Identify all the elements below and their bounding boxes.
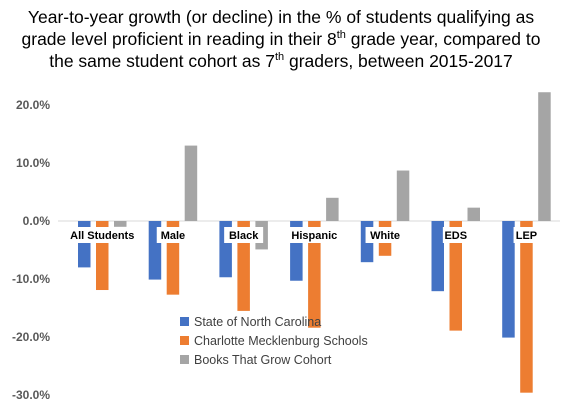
bar-btg-0 (114, 221, 127, 227)
category-label: Hispanic (291, 230, 337, 242)
y-tick-label: -30.0% (12, 388, 50, 402)
legend-label: Charlotte Mecklenburg Schools (194, 334, 368, 348)
category-label-backing (224, 227, 264, 243)
category-label-backing (513, 227, 540, 243)
category-label: White (370, 230, 400, 242)
y-tick-label: -10.0% (12, 272, 50, 286)
bar-cms-3 (308, 221, 321, 328)
category-label: Male (161, 230, 185, 242)
bar-cms-5 (449, 221, 462, 331)
category-label: LEP (516, 230, 537, 242)
y-tick-label: 10.0% (16, 156, 50, 170)
legend-swatch (180, 317, 189, 326)
bar-btg-1 (184, 145, 198, 221)
title-line-3: the same student cohort as 7th graders, … (49, 51, 513, 71)
category-label-backing (156, 227, 190, 243)
bar-state-6 (502, 221, 515, 338)
category-label-backing (59, 227, 145, 243)
bar-btg-3 (326, 197, 339, 221)
bar-btg-4 (396, 170, 410, 221)
category-label-backing (365, 227, 405, 243)
legend-label: Books That Grow Cohort (194, 353, 332, 367)
legend-swatch (180, 355, 189, 364)
category-label-backing (442, 227, 469, 243)
y-tick-label: -20.0% (12, 330, 50, 344)
category-label-backing (284, 227, 344, 243)
category-label: Black (229, 230, 259, 242)
title-line-1: Year-to-year growth (or decline) in the … (27, 7, 535, 27)
bar-btg-5 (467, 207, 480, 221)
bar-cms-2 (237, 221, 250, 311)
category-label: EDS (444, 230, 467, 242)
y-tick-label: 0.0% (23, 214, 51, 228)
legend-swatch (180, 336, 189, 345)
y-tick-label: 20.0% (16, 98, 50, 112)
bar-cms-6 (520, 221, 533, 393)
bar-btg-6 (538, 92, 551, 222)
category-label: All Students (70, 230, 134, 242)
legend-label: State of North Carolina (194, 315, 321, 329)
bar-state-5 (431, 221, 444, 292)
title-line-2: grade level proficient in reading in the… (21, 29, 541, 49)
chart-title: Year-to-year growth (or decline) in the … (0, 6, 562, 72)
